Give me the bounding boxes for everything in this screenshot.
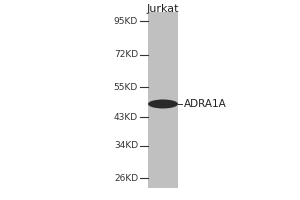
Text: 34KD: 34KD	[114, 141, 138, 150]
Text: 95KD: 95KD	[114, 17, 138, 26]
Text: Jurkat: Jurkat	[147, 4, 179, 14]
Text: 26KD: 26KD	[114, 174, 138, 183]
Text: ADRA1A: ADRA1A	[184, 99, 227, 109]
Bar	[148, 12, 178, 188]
Text: 72KD: 72KD	[114, 50, 138, 59]
Text: 55KD: 55KD	[114, 83, 138, 92]
Text: 43KD: 43KD	[114, 113, 138, 122]
Ellipse shape	[148, 99, 178, 108]
